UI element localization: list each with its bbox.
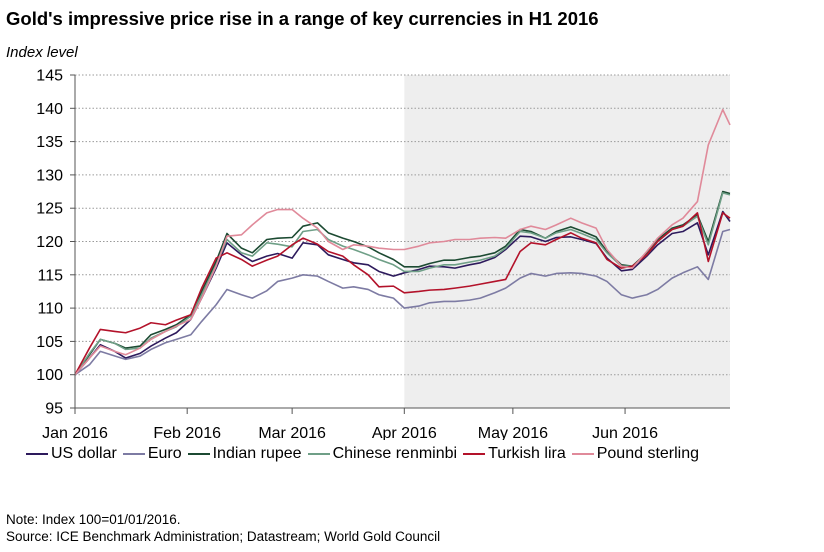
note-line: Note: Index 100=01/01/2016. [6,512,181,527]
y-tick-label: 130 [36,167,63,184]
x-tick-label: Jun 2016 [592,425,658,440]
y-tick-label: 145 [36,68,63,85]
legend-swatch [26,453,48,455]
legend-swatch [122,453,145,455]
shaded-region [404,75,730,408]
y-axis-label: Index level [6,44,78,61]
legend-label: Pound sterling [596,445,700,462]
shaded-region-layer [404,75,730,408]
legend-item: Euro [122,445,182,463]
series-line-pound-sterling [74,108,731,376]
legend-label: Indian rupee [212,445,302,462]
series-line-euro [74,228,731,376]
legend-swatch [571,453,594,455]
y-tick-label: 100 [36,367,63,384]
y-tick-label: 105 [36,334,63,351]
legend-item: Chinese renminbi [307,445,458,463]
y-tick-label: 115 [37,267,63,284]
series-layer [74,108,731,376]
gridlines [75,74,730,376]
legend-item: Turkish lira [463,445,566,463]
legend-label: Euro [147,445,182,462]
x-tick-label: Mar 2016 [258,425,326,440]
legend-label: US dollar [51,445,117,462]
axes [70,74,730,414]
y-tick-label: 125 [36,201,63,218]
legend-item: Indian rupee [187,445,302,463]
legend-swatch [307,453,330,455]
chart-title: Gold's impressive price rise in a range … [6,8,599,29]
source-line: Source: ICE Benchmark Administration; Da… [6,529,441,544]
legend-swatch [187,453,210,455]
y-tick-label: 95 [45,401,63,418]
y-tick-label: 140 [36,101,63,118]
y-tick-label: 120 [36,234,63,251]
series-line-indian-rupee [74,190,731,376]
legend-item: Pound sterling [571,445,700,463]
y-tick-labels: 95 100 105 110 115 120 125 130 135 140 145 [36,68,63,418]
x-tick-label: Jan 2016 [42,425,108,440]
series-line-us-dollar [74,210,731,376]
x-tick-label: May 2016 [478,425,548,440]
x-tick-labels: Jan 2016 Feb 2016 Mar 2016 Apr 2016 May 2016… [42,425,658,440]
legend-item: US dollar [26,445,117,463]
footnote: Note: Index 100=01/01/2016. Source: ICE … [6,511,440,545]
legend-swatch [463,453,486,455]
line-chart: 95 100 105 110 115 120 125 130 135 140 145 Jan 201… [36,68,731,440]
legend-label: Turkish lira [488,445,566,462]
x-tick-label: Feb 2016 [153,425,221,440]
x-tick-label: Apr 2016 [372,425,437,440]
legend-label: Chinese renminbi [332,445,458,462]
y-tick-label: 135 [36,134,63,151]
legend: US dollar Euro Indian rupee Chinese renminb… [26,445,705,463]
y-tick-label: 110 [37,301,63,318]
